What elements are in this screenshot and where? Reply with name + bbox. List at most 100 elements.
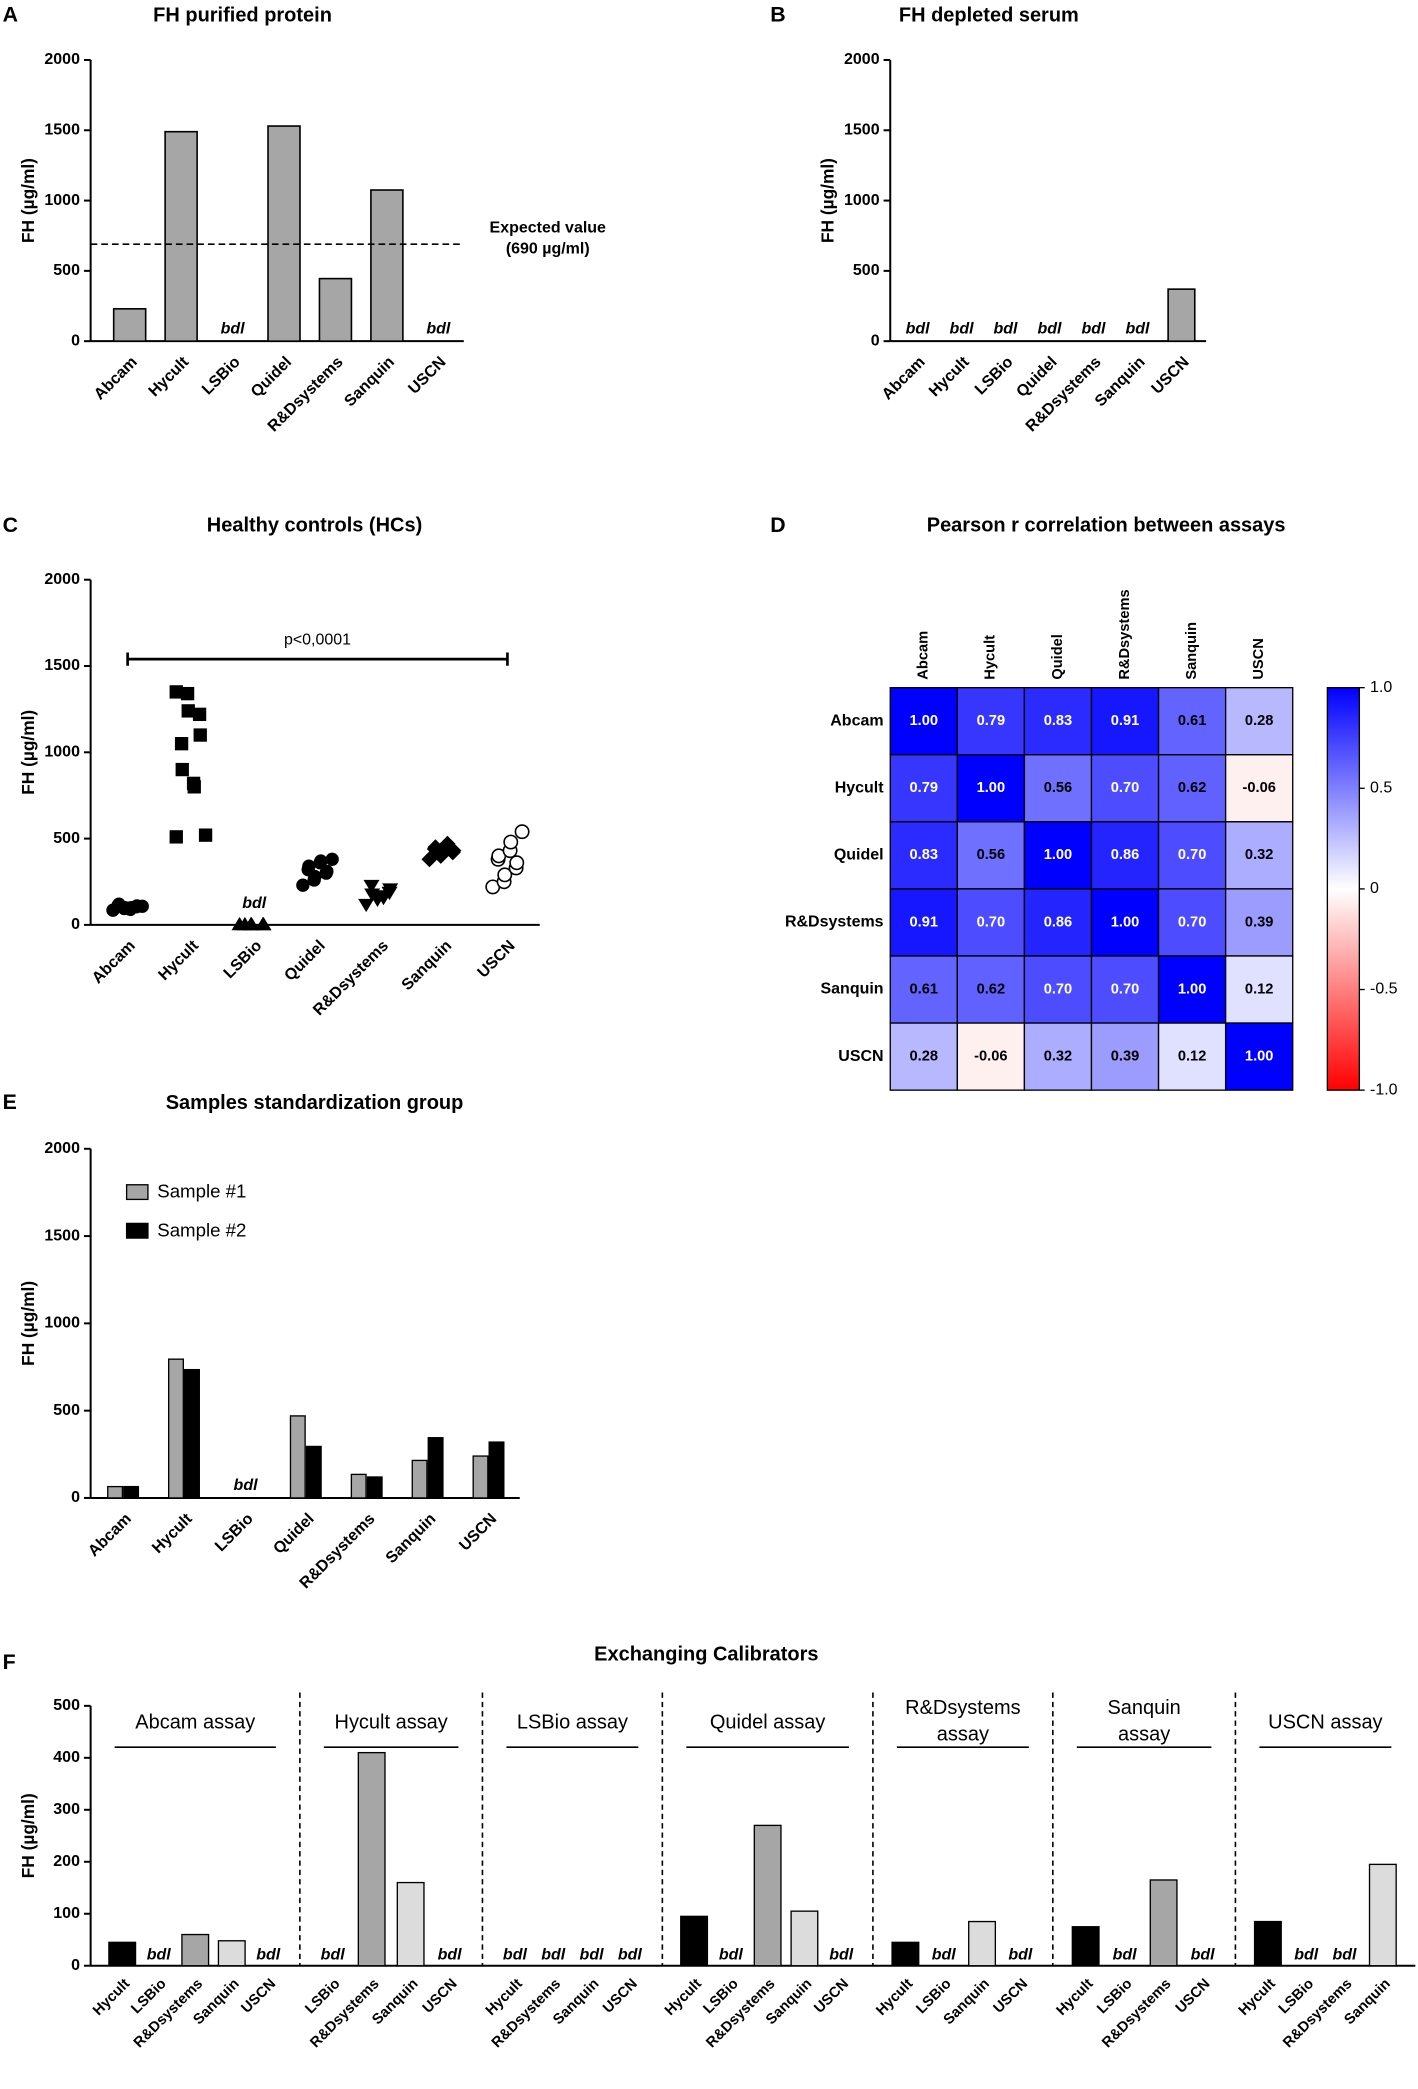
cell-label: 0.62 (1178, 780, 1207, 796)
group-title: LSBio assay (517, 1711, 628, 1733)
point (497, 867, 513, 883)
point (180, 686, 195, 701)
panel-label: E (3, 1090, 17, 1114)
bar-label: bdl (829, 1946, 854, 1963)
cell-label: 0.79 (977, 713, 1006, 729)
bar (107, 1485, 124, 1499)
bar-label: bdl (321, 1946, 346, 1963)
point (192, 707, 207, 722)
y-tick-label: 1000 (844, 192, 880, 209)
y-tick-label: 500 (53, 1402, 80, 1419)
bar (366, 1476, 383, 1499)
x-tick-label: Abcam (89, 937, 139, 987)
y-tick-label: 500 (53, 830, 80, 847)
cell-label: 0.83 (910, 847, 939, 863)
cell-label: 0.28 (1245, 713, 1274, 729)
colorbar-tick-label: -0.5 (1370, 981, 1398, 998)
row-label: Hycult (835, 780, 885, 797)
cell-label: 1.00 (1178, 981, 1207, 997)
y-axis-label: FH (µg/ml) (18, 1793, 38, 1878)
column-label: Hycult (983, 635, 999, 680)
legend-label: Sample #1 (157, 1181, 246, 1202)
cell (1090, 1022, 1160, 1091)
legend-label: Sample #2 (157, 1219, 246, 1240)
y-tick-label: 300 (53, 1801, 80, 1818)
x-tick-label: USCN (239, 1976, 280, 2017)
cell (1090, 687, 1160, 756)
point (363, 879, 380, 894)
bar (167, 1358, 184, 1499)
row-label: Quidel (834, 847, 884, 864)
bar (318, 277, 353, 342)
x-tick-label: USCN (1173, 1976, 1214, 2017)
cell-label: 0.83 (1044, 713, 1073, 729)
cell (1090, 955, 1160, 1024)
column-label: Quidel (1050, 634, 1066, 680)
group-title: Abcam assay (135, 1711, 255, 1733)
bar (790, 1910, 819, 1967)
bar-label: bdl (719, 1946, 744, 1963)
bar (108, 1941, 137, 1967)
y-tick-label: 1000 (44, 1315, 80, 1332)
point (175, 762, 189, 777)
group-title: Quidel assay (710, 1711, 826, 1733)
x-tick-label: USCN (456, 1510, 500, 1554)
group-title: USCN assay (1268, 1711, 1382, 1733)
bar-label: bdl (906, 320, 931, 337)
y-tick-label: 2000 (44, 51, 80, 68)
cell-label: 0.32 (1044, 1048, 1073, 1064)
group-title: Sanquin (1107, 1697, 1180, 1719)
bar (370, 189, 404, 342)
bar-label: bdl (147, 1946, 172, 1963)
cell-label: 1.00 (1044, 847, 1073, 863)
y-tick-label: 500 (53, 1697, 80, 1714)
y-tick-label: 0 (71, 916, 80, 933)
column-label: USCN (1251, 638, 1267, 679)
bar-label: bdl (580, 1946, 605, 1963)
panel-label: F (3, 1650, 16, 1674)
bar (1149, 1879, 1178, 1967)
colorbar (1326, 687, 1361, 1091)
bar-label: bdl (950, 320, 975, 337)
y-axis-label: FH (µg/ml) (18, 710, 38, 795)
bar-label: bdl (1113, 1946, 1138, 1963)
cell (1090, 888, 1160, 957)
bar (357, 1751, 386, 1967)
point (364, 888, 381, 902)
reference-label: (690 µg/ml) (506, 241, 590, 258)
chart-title: Pearson r correlation between assays (927, 515, 1286, 537)
point (509, 855, 525, 871)
point (325, 852, 339, 866)
bar (1368, 1863, 1397, 1967)
x-tick-label: Hycult (155, 937, 202, 984)
bar (181, 1933, 210, 1967)
cell-label: 0.86 (1044, 914, 1073, 930)
bar (968, 1920, 997, 1967)
x-tick-label: Hycult (90, 1976, 133, 2019)
colorbar-tick-label: 1.0 (1370, 679, 1392, 696)
point (135, 899, 149, 913)
cell (1090, 754, 1160, 823)
x-tick-label: Sanquin (341, 354, 398, 411)
x-tick-label: USCN (811, 1976, 852, 2017)
y-tick-label: 0 (71, 1489, 80, 1506)
bar-label: bdl (221, 320, 246, 337)
point (124, 900, 138, 915)
x-tick-label: Hycult (146, 353, 193, 400)
x-tick-label: Quidel (281, 937, 328, 984)
x-tick-label: Hycult (662, 1976, 705, 2019)
cell (956, 821, 1026, 890)
bar (183, 1368, 200, 1499)
bar-label: bdl (1008, 1946, 1033, 1963)
note: bdl (242, 895, 267, 912)
cell (956, 888, 1026, 957)
point (302, 859, 316, 873)
column-label: R&Dsystems (1117, 589, 1133, 679)
point (314, 854, 328, 868)
y-tick-label: 0 (871, 332, 880, 349)
point (255, 916, 272, 931)
bar (217, 1940, 246, 1967)
bar (112, 308, 147, 342)
cell-label: 0.91 (1111, 713, 1140, 729)
x-tick-label: USCN (991, 1976, 1032, 2017)
